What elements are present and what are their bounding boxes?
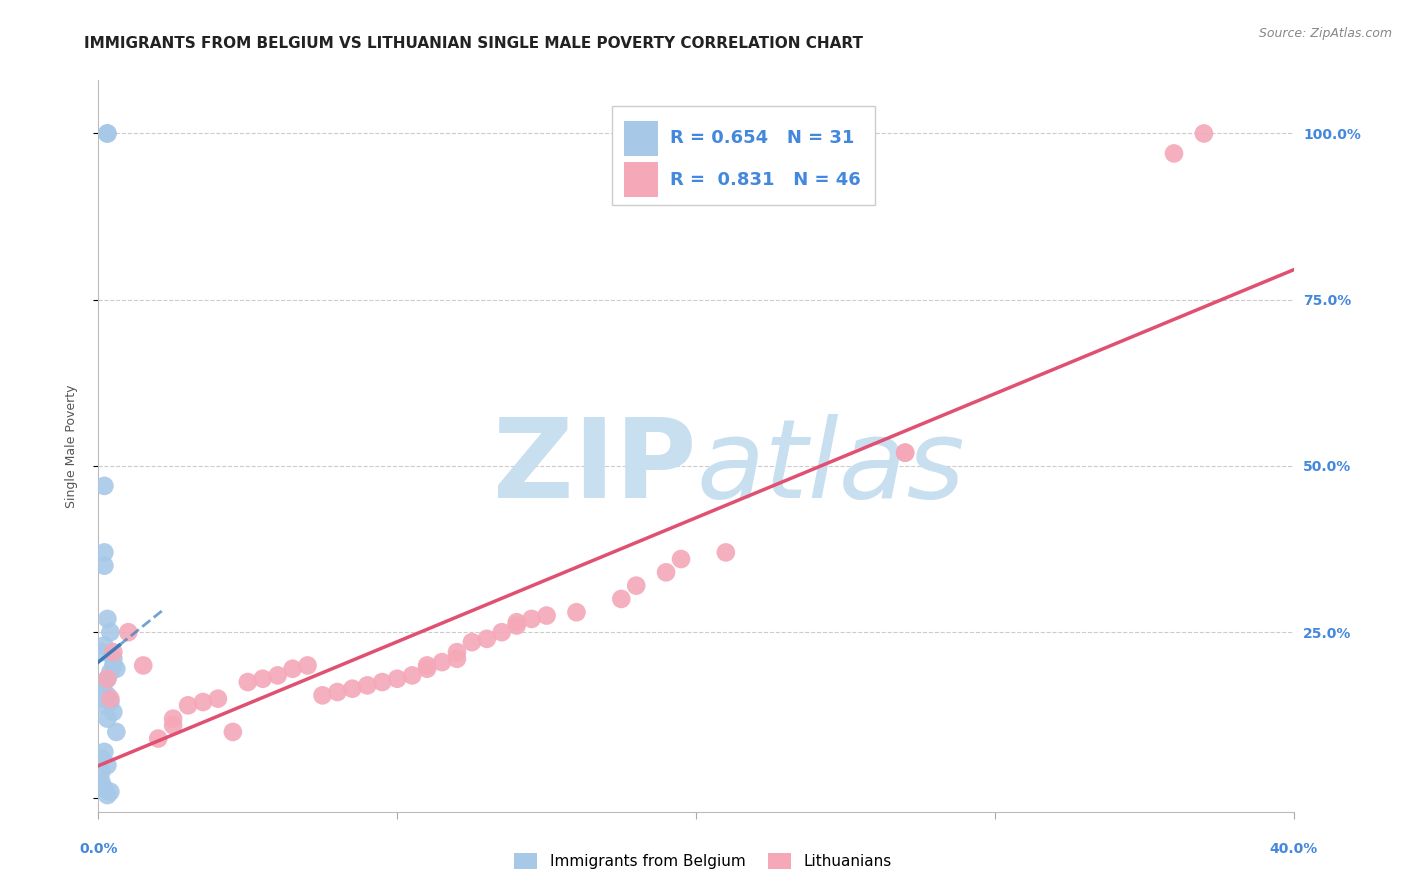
- Point: [416, 658, 439, 673]
- Point: [894, 445, 917, 459]
- Text: ZIP: ZIP: [492, 415, 696, 522]
- Point: [96, 672, 118, 686]
- Point: [132, 658, 155, 673]
- Point: [98, 785, 122, 799]
- Point: [491, 625, 513, 640]
- Bar: [624, 162, 658, 197]
- Point: [93, 479, 115, 493]
- Point: [894, 445, 917, 459]
- Point: [207, 691, 229, 706]
- Text: 40.0%: 40.0%: [1270, 842, 1317, 856]
- Point: [461, 635, 484, 649]
- Point: [90, 774, 112, 789]
- Point: [93, 545, 115, 559]
- Point: [90, 751, 112, 765]
- Point: [385, 672, 409, 686]
- Point: [90, 685, 112, 699]
- Point: [1163, 146, 1185, 161]
- Text: R = 0.654   N = 31: R = 0.654 N = 31: [669, 129, 853, 147]
- Point: [536, 608, 558, 623]
- Text: R =  0.831   N = 46: R = 0.831 N = 46: [669, 170, 860, 189]
- Point: [148, 731, 170, 746]
- Point: [93, 675, 115, 690]
- Point: [1192, 127, 1215, 141]
- Point: [90, 764, 112, 779]
- Point: [267, 668, 290, 682]
- Text: atlas: atlas: [696, 415, 965, 522]
- Point: [311, 689, 333, 703]
- Point: [117, 625, 139, 640]
- Point: [222, 725, 245, 739]
- Bar: [624, 120, 658, 155]
- Point: [103, 705, 125, 719]
- Point: [96, 758, 118, 772]
- Point: [96, 127, 118, 141]
- Point: [96, 788, 118, 802]
- Legend: Immigrants from Belgium, Lithuanians: Immigrants from Belgium, Lithuanians: [509, 847, 897, 875]
- Point: [475, 632, 498, 646]
- Point: [520, 612, 543, 626]
- Point: [93, 698, 115, 713]
- Point: [252, 672, 274, 686]
- Point: [446, 645, 468, 659]
- Point: [236, 675, 259, 690]
- Point: [98, 625, 122, 640]
- Point: [98, 691, 122, 706]
- Point: [98, 695, 122, 709]
- Point: [506, 615, 529, 630]
- Point: [96, 672, 118, 686]
- Point: [105, 662, 128, 676]
- Point: [177, 698, 200, 713]
- Point: [162, 712, 184, 726]
- Text: Source: ZipAtlas.com: Source: ZipAtlas.com: [1258, 27, 1392, 40]
- Point: [430, 655, 453, 669]
- Point: [669, 552, 692, 566]
- Point: [93, 558, 115, 573]
- Point: [326, 685, 349, 699]
- Point: [655, 566, 678, 580]
- Point: [446, 652, 468, 666]
- Point: [103, 652, 125, 666]
- Point: [93, 691, 115, 706]
- Point: [416, 662, 439, 676]
- Text: IMMIGRANTS FROM BELGIUM VS LITHUANIAN SINGLE MALE POVERTY CORRELATION CHART: IMMIGRANTS FROM BELGIUM VS LITHUANIAN SI…: [84, 36, 863, 51]
- Text: 0.0%: 0.0%: [79, 842, 118, 856]
- Point: [105, 725, 128, 739]
- Point: [356, 678, 378, 692]
- Point: [371, 675, 394, 690]
- Point: [103, 658, 125, 673]
- Point: [565, 605, 588, 619]
- Point: [96, 689, 118, 703]
- Point: [610, 591, 633, 606]
- Point: [90, 645, 112, 659]
- Point: [342, 681, 364, 696]
- Point: [103, 645, 125, 659]
- Point: [191, 695, 214, 709]
- Point: [626, 579, 648, 593]
- Point: [297, 658, 319, 673]
- Point: [281, 662, 304, 676]
- Point: [401, 668, 423, 682]
- Point: [96, 127, 118, 141]
- Point: [93, 781, 115, 796]
- FancyBboxPatch shape: [613, 106, 876, 204]
- Point: [98, 665, 122, 679]
- Point: [506, 618, 529, 632]
- Point: [93, 745, 115, 759]
- Point: [96, 712, 118, 726]
- Point: [93, 639, 115, 653]
- Point: [96, 612, 118, 626]
- Point: [162, 718, 184, 732]
- Point: [714, 545, 737, 559]
- Y-axis label: Single Male Poverty: Single Male Poverty: [65, 384, 77, 508]
